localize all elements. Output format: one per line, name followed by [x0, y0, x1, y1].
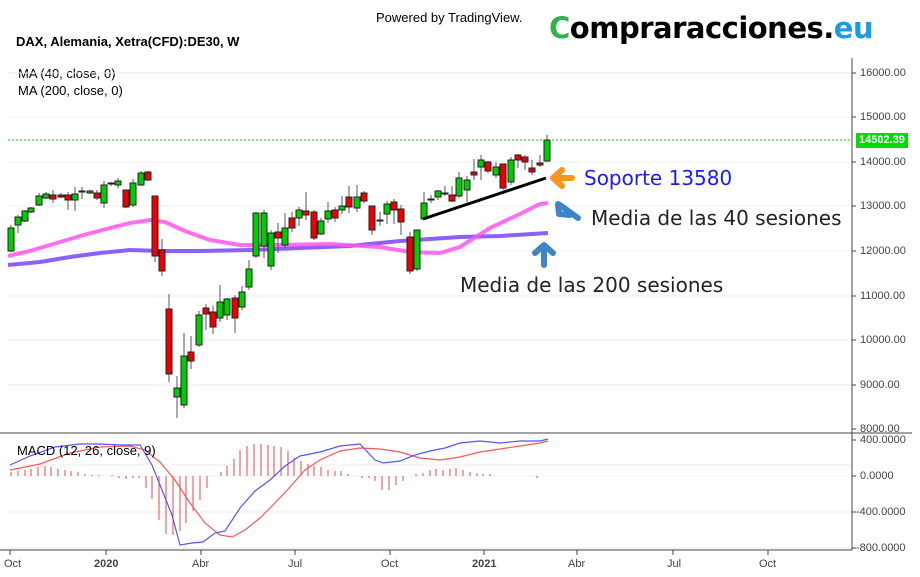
price-tick-12000: 12000.00: [860, 245, 906, 257]
time-tick-oct-2019: Oct: [4, 558, 22, 570]
price-tick-8000: 8000.00: [860, 423, 900, 435]
ma40-arrow-icon: [555, 201, 581, 221]
macd-tick-400: 400.0000: [860, 434, 906, 446]
chart-title: DAX, Alemania, Xetra(CFD):DE30, W: [16, 34, 240, 49]
support-annotation: Soporte 13580: [584, 166, 733, 190]
price-tick-13000: 13000.00: [860, 200, 906, 212]
time-tick-2020: 2020: [94, 558, 119, 570]
indicator-ma200-label: MA (200, close, 0): [18, 83, 123, 98]
macd-tick-neg800: -800.0000: [856, 542, 906, 554]
ma40-line: [7, 201, 549, 258]
macd-tick-neg400: -400.0000: [856, 506, 906, 518]
price-tick-14000: 14000.00: [860, 156, 906, 168]
ma200-annotation: Media de las 200 sesiones: [460, 273, 724, 297]
price-ticks: [9, 72, 856, 555]
time-tick-jul-2020: Jul: [288, 558, 303, 570]
macd-histogram: [10, 444, 538, 535]
macd-line: [9, 438, 549, 546]
macd-tick-0: 0.0000: [860, 470, 894, 482]
ma40-annotation: Media de las 40 sesiones: [591, 206, 842, 230]
support-arrow-icon: [550, 167, 575, 189]
time-tick-2021: 2021: [472, 558, 497, 570]
price-tick-9000: 9000.00: [860, 379, 900, 391]
powered-by-label: Powered by TradingView.: [376, 10, 523, 25]
candlesticks: [7, 135, 551, 418]
brand-suffix: eu: [833, 11, 874, 45]
macd-indicator-label: MACD (12, 26, close, 9): [17, 443, 156, 458]
price-tick-16000: 16000.00: [860, 67, 906, 79]
time-tick-abr-2020: Abr: [192, 558, 210, 570]
support-trendline: [422, 176, 547, 221]
price-tick-15000: 15000.00: [860, 111, 906, 123]
time-tick-abr-2021: Abr: [568, 558, 586, 570]
brand-middle: ompraracciones.: [569, 11, 834, 45]
last-price-badge: 14502.39: [856, 133, 908, 148]
brand-prefix: C: [549, 11, 570, 45]
time-tick-oct-2020: Oct: [381, 558, 399, 570]
time-tick-oct-2021: Oct: [759, 558, 777, 570]
brand-logo: Compraracciones.eu: [549, 10, 874, 46]
price-tick-11000: 11000.00: [860, 290, 906, 302]
time-tick-jul-2021: Jul: [667, 558, 682, 570]
ma200-line: [7, 231, 549, 267]
ma200-arrow-icon: [532, 242, 556, 268]
price-tick-10000: 10000.00: [860, 334, 906, 346]
price-gridlines: [8, 72, 851, 549]
